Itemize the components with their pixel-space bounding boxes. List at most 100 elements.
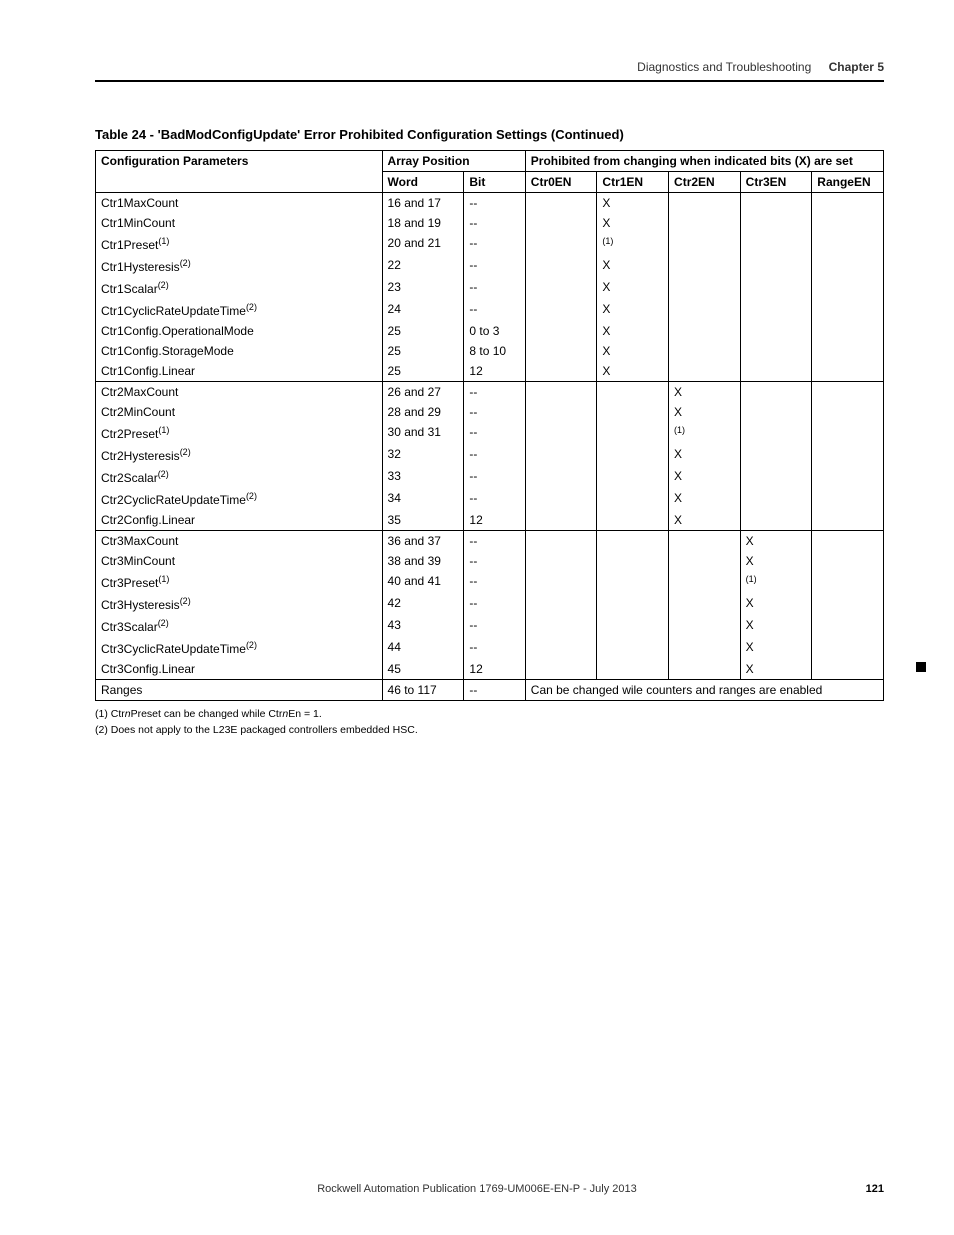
table-row: Ctr3Preset(1)40 and 41--(1) [96,571,884,593]
cell-range [812,466,884,488]
cell-word: 28 and 29 [382,402,464,422]
cell-param: Ctr1MinCount [96,213,383,233]
table-row: Ctr2MaxCount26 and 27--X [96,382,884,403]
cell-ctr3 [740,193,812,214]
cell-ctr3 [740,382,812,403]
cell-bit: -- [464,213,525,233]
cell-ctr1 [597,571,669,593]
col-range: RangeEN [812,172,884,193]
cell-param: Ctr1Hysteresis(2) [96,255,383,277]
cell-ctr0 [525,277,597,299]
col-config: Configuration Parameters [96,151,383,193]
cell-ctr1 [597,444,669,466]
header-chapter: Chapter 5 [829,60,884,74]
table-row: Ctr2Hysteresis(2)32--X [96,444,884,466]
cell-word: 16 and 17 [382,193,464,214]
cell-param: Ctr1Config.Linear [96,361,383,382]
cell-word: 33 [382,466,464,488]
cell-ctr1: X [597,361,669,382]
cell-bit: -- [464,615,525,637]
table-row: Ctr1MaxCount16 and 17--X [96,193,884,214]
col-ctr2: Ctr2EN [669,172,741,193]
cell-ctr1: X [597,321,669,341]
cell-range [812,299,884,321]
cell-ctr1 [597,615,669,637]
cell-bit: -- [464,422,525,444]
cell-bit: 12 [464,659,525,680]
cell-ctr2 [669,341,741,361]
cell-bit: -- [464,277,525,299]
cell-ctr3: X [740,659,812,680]
cell-bit: -- [464,233,525,255]
cell-ctr0 [525,422,597,444]
cell-ctr1 [597,531,669,552]
table-row: Ctr2Preset(1)30 and 31--(1) [96,422,884,444]
cell-bit: -- [464,382,525,403]
cell-ctr0 [525,571,597,593]
cell-ctr1 [597,593,669,615]
cell-ctr0 [525,551,597,571]
cell-param: Ctr3Hysteresis(2) [96,593,383,615]
footnote-2: (2) Does not apply to the L23E packaged … [95,723,884,738]
cell-param: Ctr1CyclicRateUpdateTime(2) [96,299,383,321]
cell-range [812,593,884,615]
cell-bit: -- [464,488,525,510]
cell-note: Can be changed wile counters and ranges … [525,680,883,701]
cell-ctr2 [669,299,741,321]
cell-range [812,659,884,680]
cell-ctr2 [669,193,741,214]
cell-range [812,615,884,637]
cell-word: 40 and 41 [382,571,464,593]
cell-ctr2 [669,571,741,593]
cell-param: Ctr1Preset(1) [96,233,383,255]
table-row: Ctr3Scalar(2)43--X [96,615,884,637]
table-row: Ctr3MinCount38 and 39--X [96,551,884,571]
cell-param: Ctr1MaxCount [96,193,383,214]
cell-ctr0 [525,444,597,466]
cell-word: 23 [382,277,464,299]
cell-ctr3 [740,233,812,255]
cell-param: Ranges [96,680,383,701]
table-row: Ctr3Config.Linear4512X [96,659,884,680]
cell-word: 30 and 31 [382,422,464,444]
cell-param: Ctr3MinCount [96,551,383,571]
cell-word: 32 [382,444,464,466]
col-ctr1: Ctr1EN [597,172,669,193]
table-row: Ctr1Config.OperationalMode250 to 3X [96,321,884,341]
cell-ctr0 [525,193,597,214]
cell-ctr0 [525,402,597,422]
cell-ctr2: X [669,382,741,403]
cell-ctr0 [525,593,597,615]
table-row: Ctr3MaxCount36 and 37--X [96,531,884,552]
cell-word: 46 to 117 [382,680,464,701]
footnote-1: (1) CtrnPreset can be changed while Ctrn… [95,707,884,722]
cell-ctr3: X [740,551,812,571]
cell-ctr2 [669,615,741,637]
cell-word: 35 [382,510,464,531]
cell-ctr2: X [669,444,741,466]
cell-ctr2 [669,551,741,571]
cell-ctr3: (1) [740,571,812,593]
cell-param: Ctr1Config.StorageMode [96,341,383,361]
cell-ctr2 [669,531,741,552]
cell-range [812,213,884,233]
cell-ctr1 [597,488,669,510]
cell-param: Ctr3Preset(1) [96,571,383,593]
cell-word: 22 [382,255,464,277]
cell-ctr3 [740,321,812,341]
cell-ctr2: (1) [669,422,741,444]
table-row: Ctr1Config.StorageMode258 to 10X [96,341,884,361]
cell-ctr1 [597,402,669,422]
fn1-part: (1) Ctr [95,708,125,720]
cell-word: 43 [382,615,464,637]
fn1-part: Preset can be changed while Ctr [131,708,283,720]
cell-bit: -- [464,444,525,466]
page-footer: Rockwell Automation Publication 1769-UM0… [0,1183,954,1195]
cell-param: Ctr2Scalar(2) [96,466,383,488]
cell-ctr3: X [740,637,812,659]
cell-ctr0 [525,213,597,233]
cell-word: 44 [382,637,464,659]
cell-ctr2 [669,277,741,299]
cell-ctr1 [597,510,669,531]
table-row: Ctr2CyclicRateUpdateTime(2)34--X [96,488,884,510]
